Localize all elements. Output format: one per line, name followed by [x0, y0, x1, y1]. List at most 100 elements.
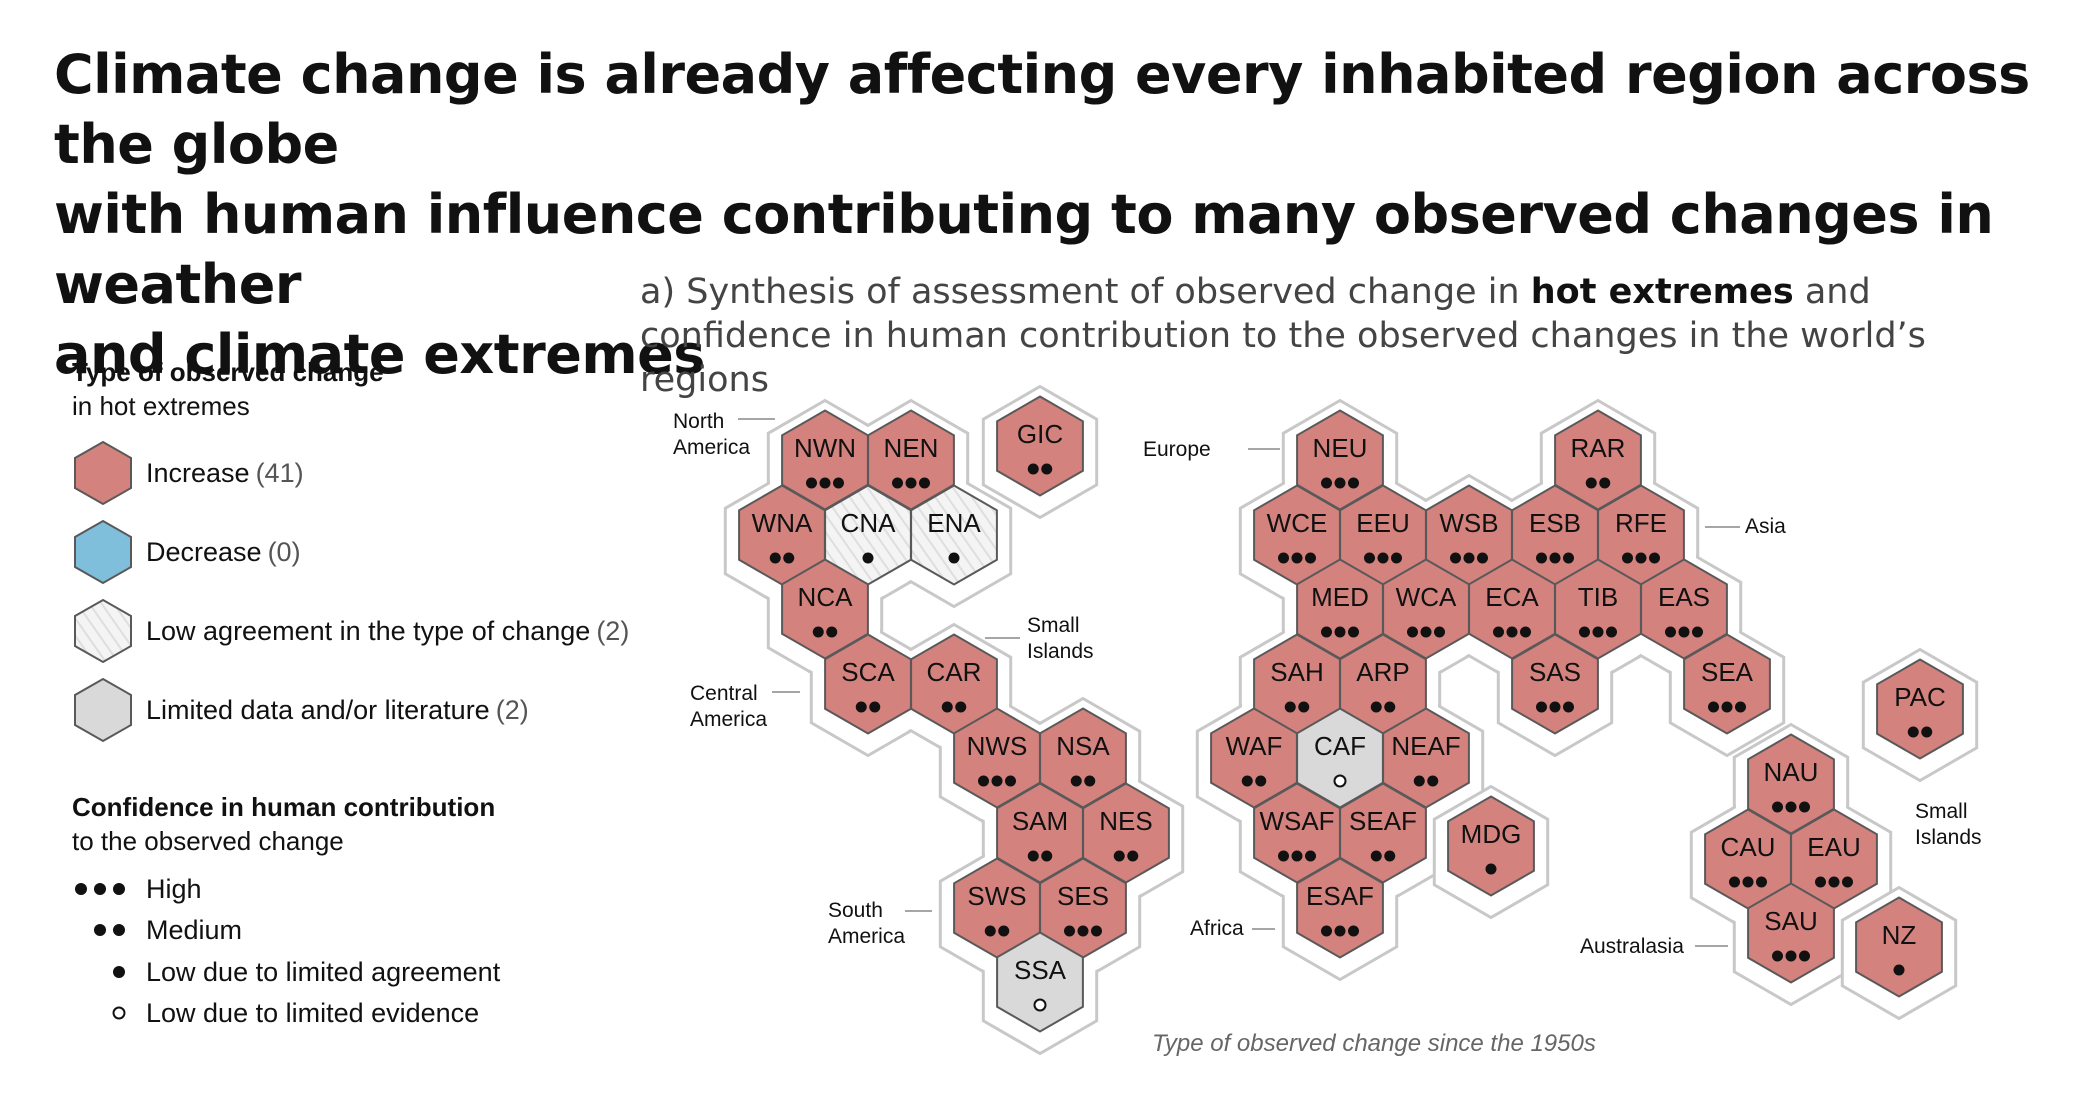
region-hex-tib: TIB: [1554, 558, 1642, 660]
region-code: WCA: [1396, 582, 1457, 612]
confidence-dot: [1420, 626, 1432, 638]
confidence-dot: [812, 626, 824, 638]
confidence-dot: [1921, 726, 1933, 738]
region-code: NEAF: [1391, 731, 1460, 761]
confidence-dot: [1549, 701, 1561, 713]
confidence-dot: [1091, 925, 1102, 937]
confidence-dot: [1477, 552, 1488, 564]
continent-label-south-america: South America: [828, 899, 905, 948]
confidence-dot: [869, 701, 881, 713]
region-hex-sea: SEA: [1683, 633, 1771, 735]
region-code: SES: [1057, 881, 1109, 911]
confidence-dot: [1291, 552, 1303, 564]
confidence-dot: [1305, 850, 1316, 862]
confidence-dot: [1735, 701, 1746, 713]
confidence-dot: [941, 701, 953, 713]
continent-label-north-america: North America: [673, 410, 750, 459]
region-hex-esb: ESB: [1511, 484, 1599, 586]
region-code: SEA: [1701, 657, 1754, 687]
region-hex-ena: ENA: [910, 484, 998, 586]
continent-label-line: North: [673, 410, 724, 433]
confidence-dot: [1622, 552, 1633, 564]
legend: Type of observed change in hot extremes …: [72, 355, 672, 1028]
confidence-dot: [1493, 626, 1504, 638]
confidence-dot: [1772, 801, 1783, 813]
confidence-dot: [783, 552, 795, 564]
region-hex-eau: EAU: [1790, 808, 1878, 910]
confidence-dot: [1305, 552, 1316, 564]
region-code: EAS: [1658, 582, 1710, 612]
region-code: NAU: [1764, 757, 1819, 787]
continent-label-australasia: Australasia: [1580, 935, 1684, 958]
region-code: SAS: [1529, 657, 1581, 687]
confidence-dot: [1729, 876, 1740, 888]
region-hex-nz: NZ: [1855, 896, 1943, 998]
legend-conf-medium: Medium: [72, 910, 242, 950]
confidence-dot: [1799, 950, 1810, 962]
confidence-dot: [1799, 801, 1810, 813]
confidence-dot: [1127, 850, 1139, 862]
confidence-dot: [978, 775, 989, 787]
confidence-dot: [1255, 775, 1267, 787]
legend-low-label: Low agreement in the type of change: [146, 615, 591, 646]
confidence-dot: [1842, 876, 1853, 888]
confidence-dot: [1041, 463, 1053, 475]
region-hex-sau: SAU: [1747, 882, 1835, 984]
confidence-dot: [1334, 477, 1346, 489]
continent-labels: North America Europe Asia Small Islands Centra…: [673, 410, 1982, 958]
confidence-dot: [1635, 552, 1647, 564]
confidence-dot: [1321, 477, 1332, 489]
region-hex-rar: RAR: [1554, 409, 1642, 511]
legend-increase-count: (41): [255, 457, 304, 488]
confidence-dot: [1563, 701, 1574, 713]
continent-label-africa: Africa: [1190, 917, 1244, 940]
region-code: NES: [1099, 806, 1152, 836]
region-hex-esaf: ESAF: [1296, 857, 1384, 959]
region-hex-shape: [1296, 857, 1384, 959]
confidence-dot: [1348, 925, 1359, 937]
legend-conf-low-agreement: Low due to limited agreement: [72, 952, 500, 992]
region-code: MED: [1311, 582, 1369, 612]
confidence-dot: [1278, 552, 1289, 564]
region-code: SAM: [1012, 806, 1068, 836]
confidence-dot: [1427, 775, 1439, 787]
confidence-dot: [1070, 775, 1082, 787]
continent-label-line: Small: [1027, 614, 1080, 637]
legend-decrease-count: (0): [267, 536, 301, 567]
confidence-dot: [1772, 950, 1783, 962]
region-code: WSB: [1439, 508, 1498, 538]
confidence-dot: [1506, 626, 1518, 638]
continent-label-line: America: [673, 436, 750, 459]
confidence-dot: [1893, 964, 1905, 976]
confidence-dot: [1084, 775, 1096, 787]
continent-label-small-islands-1: Small Islands: [1027, 614, 1094, 663]
region-hex-shape: [1876, 658, 1964, 760]
region-code: CAU: [1721, 832, 1776, 862]
confidence-dot: [1370, 850, 1382, 862]
type-heading-rest: in hot extremes: [72, 391, 250, 421]
confidence-dot: [919, 477, 930, 489]
region-code: CAR: [927, 657, 982, 687]
confidence-dot: [1907, 726, 1919, 738]
increase-hex-icon: [74, 440, 132, 506]
region-code: CNA: [841, 508, 897, 538]
confidence-dot: [1321, 626, 1332, 638]
confidence-dot: [1413, 775, 1425, 787]
confidence-dot: [1364, 552, 1375, 564]
region-code: NCA: [798, 582, 854, 612]
region-hex-shape: [1447, 795, 1535, 897]
leader-lines: [738, 418, 1740, 947]
region-hex-sws: SWS: [953, 857, 1041, 959]
continent-label-line: Europe: [1143, 438, 1211, 461]
region-hex-shape: [1855, 896, 1943, 998]
confidence-dot: [1742, 876, 1754, 888]
confidence-dot: [1077, 925, 1089, 937]
region-hex-nca: NCA: [781, 558, 869, 660]
continent-label-central-america: Central America: [690, 682, 767, 731]
region-code: ARP: [1356, 657, 1409, 687]
confidence-dot: [1536, 701, 1547, 713]
confidence-dot: [948, 552, 960, 564]
confidence-dot: [1828, 876, 1840, 888]
confidence-dot: [998, 925, 1010, 937]
